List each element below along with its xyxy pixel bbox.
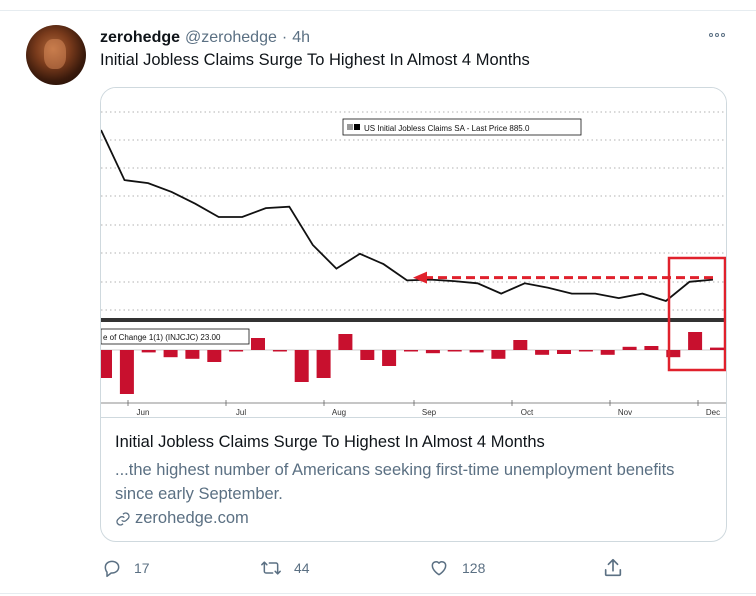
user-handle[interactable]: @zerohedge [185,29,277,46]
line-legend-text: US Initial Jobless Claims SA - Last Pric… [364,124,530,133]
bar [294,350,309,382]
x-axis: Jun Jul Aug Sep Oct Nov Dec [101,400,726,417]
more-horizontal-icon[interactable] [706,27,728,43]
bar-legend-text: e of Change 1(1) (INJCJC) 23.00 [103,333,221,342]
bar [513,340,528,350]
bar [535,350,550,355]
like-icon [431,561,447,576]
bar [404,350,418,352]
change-bar-series [101,332,726,394]
bar [578,350,593,352]
bar [338,334,353,350]
bar [425,350,440,354]
avatar-highlight [44,39,66,69]
x-tick-label: Jul [236,408,246,417]
card-title[interactable]: Initial Jobless Claims Surge To Highest … [115,433,545,451]
bar [272,350,287,352]
bar [119,350,134,394]
bar [469,350,484,353]
bar [229,350,244,352]
retweet-button[interactable]: 44 [260,556,310,580]
bar [622,346,637,350]
link-card[interactable]: US Initial Jobless Claims SA - Last Pric… [100,87,727,542]
bar [688,332,703,350]
bottom-divider [0,593,756,594]
display-name[interactable]: zerohedge [100,29,181,46]
line-legend-box [342,118,582,136]
chart-grid [101,111,726,311]
card-link[interactable]: zerohedge.com [115,509,249,528]
x-tick-label: Jun [137,408,150,417]
legend-swatch-black [354,124,360,130]
chart-svg: US Initial Jobless Claims SA - Last Pric… [101,111,726,417]
like-count: 128 [462,560,486,576]
link-icon [116,511,130,526]
card-description: ...the highest number of Americans seeki… [115,461,675,503]
annotation-arrow [413,271,713,284]
x-tick-label: Oct [521,408,534,417]
arrow-head [413,271,427,284]
bar [207,350,222,362]
x-tick-label: Sep [422,408,437,417]
bar-legend-box [101,328,250,345]
panel-separator [101,318,726,322]
bar [360,350,375,360]
x-tick-label: Nov [618,408,632,417]
reply-count: 17 [134,560,150,576]
x-tick-label: Dec [706,408,720,417]
bar [101,350,112,378]
reply-button[interactable]: 17 [102,556,150,580]
bar [316,350,331,378]
card-domain[interactable]: zerohedge.com [135,509,249,527]
bar [557,350,571,354]
share-icon [604,558,622,577]
bar [710,347,724,350]
bar [491,350,506,359]
bar [141,350,156,353]
retweet-icon [261,561,281,575]
bar [447,350,462,352]
bar [185,350,200,359]
retweet-count: 44 [294,560,310,576]
chart-image: US Initial Jobless Claims SA - Last Pric… [101,88,726,418]
timestamp[interactable]: 4h [292,29,310,46]
legend-swatch-gray [347,124,353,130]
highlight-box [667,256,726,372]
reply-icon [104,560,120,578]
bar [644,346,659,350]
claims-line-series [101,129,714,303]
tweet-text: Initial Jobless Claims Surge To Highest … [100,51,530,69]
avatar[interactable] [26,25,86,85]
bar [251,338,265,350]
tweet-header: zerohedge @zerohedge · 4h [100,28,310,48]
bar [600,350,615,355]
separator: · [281,29,288,46]
bar [666,350,681,358]
like-button[interactable]: 128 [428,556,485,580]
claims-line [101,129,714,303]
tweet-actions: 17 44 128 [100,556,630,580]
bar [163,350,178,358]
x-tick-label: Aug [332,408,346,417]
share-button[interactable] [602,556,624,580]
bar [382,350,397,366]
top-divider [0,10,756,11]
